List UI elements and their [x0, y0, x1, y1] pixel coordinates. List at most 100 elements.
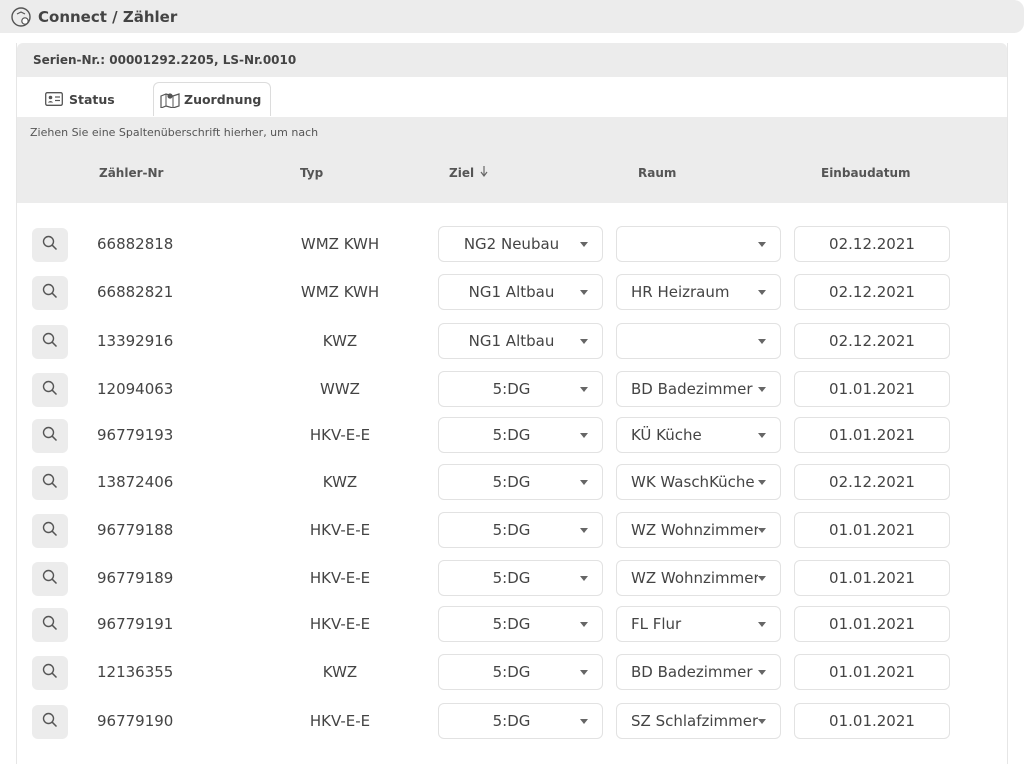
meter-type: HKV-E-E: [309, 712, 371, 730]
target-select[interactable]: 5:DG: [438, 606, 603, 642]
chevron-down-icon: [580, 718, 588, 724]
target-select[interactable]: NG2 Neubau: [438, 226, 603, 262]
target-value: 5:DG: [492, 712, 531, 730]
room-select[interactable]: [616, 226, 781, 262]
details-button[interactable]: [32, 705, 68, 739]
table-row: 12094063 WWZ 5:DG BD Badezimmer 01.01.2021: [17, 366, 1005, 414]
target-select[interactable]: 5:DG: [438, 654, 603, 690]
col-header-meter-no[interactable]: Zähler-Nr: [99, 166, 164, 180]
install-date-field[interactable]: 02.12.2021: [794, 464, 950, 500]
details-button[interactable]: [32, 419, 68, 453]
target-value: 5:DG: [492, 663, 531, 681]
install-date-field[interactable]: 02.12.2021: [794, 323, 950, 359]
room-select[interactable]: HR Heizraum: [616, 274, 781, 310]
details-button[interactable]: [32, 325, 68, 359]
install-date-field[interactable]: 02.12.2021: [794, 226, 950, 262]
target-select[interactable]: NG1 Altbau: [438, 274, 603, 310]
install-date-field[interactable]: 01.01.2021: [794, 512, 950, 548]
details-button[interactable]: [32, 228, 68, 262]
meter-icon: [10, 6, 32, 28]
target-select[interactable]: 5:DG: [438, 703, 603, 739]
chevron-down-icon: [758, 386, 766, 392]
details-button[interactable]: [32, 608, 68, 642]
target-select[interactable]: 5:DG: [438, 371, 603, 407]
chevron-down-icon: [580, 338, 588, 344]
window-title: Connect / Zähler: [38, 7, 178, 26]
target-select[interactable]: NG1 Altbau: [438, 323, 603, 359]
meter-type: WWZ: [320, 380, 360, 398]
search-icon: [42, 426, 58, 446]
col-header-type[interactable]: Typ: [300, 166, 324, 180]
col-header-target[interactable]: Ziel: [449, 166, 488, 180]
room-select[interactable]: FL Flur: [616, 606, 781, 642]
room-select[interactable]: [616, 323, 781, 359]
room-select[interactable]: WZ Wohnzimmer: [616, 512, 781, 548]
room-select[interactable]: BD Badezimmer: [616, 654, 781, 690]
meter-type: HKV-E-E: [309, 615, 371, 633]
chevron-down-icon: [758, 527, 766, 533]
target-value: 5:DG: [492, 426, 531, 444]
target-select[interactable]: 5:DG: [438, 417, 603, 453]
chevron-down-icon: [580, 432, 588, 438]
install-date-field[interactable]: 01.01.2021: [794, 606, 950, 642]
room-select[interactable]: WZ Wohnzimmer: [616, 560, 781, 596]
install-date-field[interactable]: 01.01.2021: [794, 560, 950, 596]
table-row: 12136355 KWZ 5:DG BD Badezimmer 01.01.2021: [17, 649, 1005, 697]
tab-bar: Status Zuordnung: [17, 77, 1007, 117]
target-select[interactable]: 5:DG: [438, 464, 603, 500]
room-value: HR Heizraum: [631, 283, 730, 301]
serial-number: Serien-Nr.: 00001292.2205, LS-Nr.0010: [17, 43, 1007, 77]
group-drop-zone[interactable]: Ziehen Sie eine Spaltenüberschrift hierh…: [17, 117, 1007, 147]
search-icon: [42, 712, 58, 732]
room-value: WK WaschKüche: [631, 473, 755, 491]
install-date-field[interactable]: 01.01.2021: [794, 371, 950, 407]
chevron-down-icon: [758, 575, 766, 581]
target-select[interactable]: 5:DG: [438, 560, 603, 596]
column-header-row: Zähler-Nr Typ Ziel Raum Einbaudatum: [17, 147, 1007, 203]
col-header-room[interactable]: Raum: [638, 166, 677, 180]
details-button[interactable]: [32, 276, 68, 310]
target-value: 5:DG: [492, 521, 531, 539]
install-date-field[interactable]: 02.12.2021: [794, 274, 950, 310]
chevron-down-icon: [580, 527, 588, 533]
chevron-down-icon: [758, 479, 766, 485]
meter-type: HKV-E-E: [309, 569, 371, 587]
search-icon: [42, 235, 58, 255]
details-button[interactable]: [32, 514, 68, 548]
title-bar: Connect / Zähler: [0, 0, 1024, 33]
meter-number: 96779190: [97, 712, 174, 730]
details-button[interactable]: [32, 656, 68, 690]
meter-number: 66882821: [97, 283, 174, 301]
room-select[interactable]: KÜ Küche: [616, 417, 781, 453]
chevron-down-icon: [758, 338, 766, 344]
room-select[interactable]: SZ Schlafzimmer: [616, 703, 781, 739]
meter-number: 96779189: [97, 569, 174, 587]
details-button[interactable]: [32, 373, 68, 407]
details-button[interactable]: [32, 562, 68, 596]
target-select[interactable]: 5:DG: [438, 512, 603, 548]
tab-assignment[interactable]: Zuordnung: [153, 82, 271, 116]
meter-type: KWZ: [322, 332, 358, 350]
col-header-install-date[interactable]: Einbaudatum: [821, 166, 911, 180]
search-icon: [42, 569, 58, 589]
table-row: 66882818 WMZ KWH NG2 Neubau 02.12.2021: [17, 221, 1005, 269]
install-date-field[interactable]: 01.01.2021: [794, 654, 950, 690]
install-date-field[interactable]: 01.01.2021: [794, 417, 950, 453]
room-select[interactable]: WK WaschKüche: [616, 464, 781, 500]
tab-status[interactable]: Status: [45, 82, 115, 116]
table-row: 96779188 HKV-E-E 5:DG WZ Wohnzimmer 01.01.20…: [17, 507, 1005, 555]
chevron-down-icon: [758, 289, 766, 295]
table-row: 66882821 WMZ KWH NG1 Altbau HR Heizraum 02.1…: [17, 269, 1005, 317]
table-row: 96779189 HKV-E-E 5:DG WZ Wohnzimmer 01.01.20…: [17, 555, 1005, 603]
main-panel: Serien-Nr.: 00001292.2205, LS-Nr.0010 St…: [16, 43, 1008, 764]
chevron-down-icon: [758, 718, 766, 724]
search-icon: [42, 663, 58, 683]
room-select[interactable]: BD Badezimmer: [616, 371, 781, 407]
details-button[interactable]: [32, 466, 68, 500]
room-value: WZ Wohnzimmer: [631, 521, 758, 539]
sort-desc-icon: [480, 166, 488, 180]
search-icon: [42, 521, 58, 541]
install-date-field[interactable]: 01.01.2021: [794, 703, 950, 739]
target-value: 5:DG: [492, 380, 531, 398]
room-value: FL Flur: [631, 615, 682, 633]
